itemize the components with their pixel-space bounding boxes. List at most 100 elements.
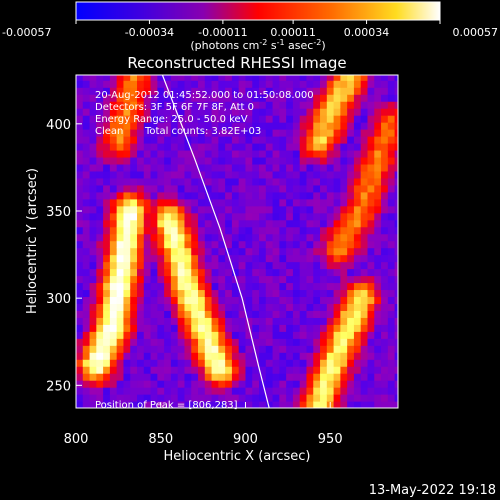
heatmap-cell: [374, 317, 382, 325]
heatmap-cell: [238, 247, 247, 256]
heatmap-cell: [353, 303, 362, 311]
heatmap-cell: [374, 303, 382, 311]
heatmap-cell: [252, 296, 260, 304]
heatmap-cell: [286, 177, 294, 186]
heatmap-cell: [191, 387, 199, 395]
heatmap-cell: [306, 275, 314, 284]
heatmap-cell: [191, 163, 199, 172]
heatmap-cell: [198, 226, 206, 235]
heatmap-cell: [245, 387, 253, 395]
heatmap-cell: [265, 226, 274, 235]
heatmap-cell: [381, 101, 389, 109]
heatmap-cell: [320, 191, 328, 200]
heatmap-cell: [394, 254, 398, 263]
heatmap-cell: [177, 108, 186, 116]
heatmap-cell: [96, 136, 104, 144]
heatmap-cell: [164, 80, 172, 88]
heatmap-cell: [109, 219, 118, 228]
heatmap-cell: [360, 352, 369, 360]
heatmap-cell: [184, 268, 192, 277]
heatmap-cell: [137, 156, 145, 165]
heatmap-cell: [299, 233, 308, 242]
heatmap-cell: [367, 212, 375, 221]
heatmap-cell: [157, 366, 165, 374]
heatmap-cell: [374, 87, 382, 95]
heatmap-cell: [353, 191, 362, 200]
heatmap-cell: [252, 338, 260, 346]
heatmap-cell: [130, 352, 138, 360]
heatmap-cell: [89, 233, 97, 242]
heatmap-cell: [360, 296, 369, 304]
heatmap-cell: [96, 261, 104, 270]
heatmap-cell: [137, 108, 145, 116]
heatmap-cell: [103, 317, 111, 325]
heatmap-cell: [286, 324, 294, 332]
heatmap-cell: [82, 212, 91, 221]
heatmap-cell: [109, 275, 118, 284]
heatmap-cell: [231, 317, 240, 325]
heatmap-cell: [150, 142, 158, 151]
heatmap-cell: [137, 149, 145, 158]
heatmap-cell: [306, 233, 314, 242]
heatmap-cell: [116, 324, 125, 332]
heatmap-cell: [137, 233, 145, 242]
heatmap-cell: [137, 75, 145, 81]
heatmap-cell: [191, 75, 199, 81]
heatmap-cell: [157, 233, 165, 242]
heatmap-cell: [150, 401, 158, 408]
heatmap-cell: [326, 338, 335, 346]
heatmap-cell: [272, 345, 280, 353]
heatmap-cell: [299, 198, 308, 207]
heatmap-cell: [116, 191, 125, 200]
heatmap-cell: [340, 268, 348, 277]
heatmap-cell: [259, 136, 267, 144]
heatmap-cell: [231, 247, 240, 256]
heatmap-cell: [245, 261, 253, 270]
heatmap-cell: [116, 177, 125, 186]
heatmap-cell: [130, 129, 138, 137]
heatmap-cell: [272, 101, 280, 109]
heatmap-cell: [170, 94, 179, 102]
heatmap-cell: [89, 240, 97, 249]
heatmap-cell: [394, 289, 398, 298]
heatmap-cell: [245, 205, 253, 214]
heatmap-cell: [218, 338, 226, 346]
heatmap-cell: [381, 191, 389, 200]
x-axis: 800 850 900 950: [64, 402, 343, 447]
heatmap-cell: [109, 205, 118, 214]
heatmap-cell: [82, 75, 91, 81]
heatmap-cells: [76, 75, 398, 408]
heatmap-cell: [143, 268, 152, 277]
heatmap-cell: [218, 394, 226, 402]
heatmap-cell: [259, 338, 267, 346]
heatmap-cell: [143, 205, 152, 214]
heatmap-cell: [326, 275, 335, 284]
heatmap-cell: [360, 156, 369, 165]
heatmap-cell: [143, 115, 152, 123]
heatmap-cell: [211, 366, 219, 374]
heatmap-cell: [353, 115, 362, 123]
heatmap-cell: [381, 122, 389, 130]
heatmap-cell: [191, 296, 199, 304]
heatmap-cell: [313, 156, 321, 165]
heatmap-cell: [292, 331, 301, 339]
heatmap-cell: [89, 184, 97, 193]
heatmap-cell: [333, 115, 341, 123]
heatmap-cell: [374, 338, 382, 346]
heatmap-cell: [252, 163, 260, 172]
heatmap-cell: [177, 352, 186, 360]
heatmap-cell: [150, 122, 158, 130]
heatmap-cell: [252, 394, 260, 402]
heatmap-cell: [313, 254, 321, 263]
heatmap-cell: [360, 345, 369, 353]
heatmap-cell: [157, 310, 165, 318]
heatmap-cell: [116, 94, 125, 102]
heatmap-cell: [394, 261, 398, 270]
heatmap-cell: [157, 198, 165, 207]
heatmap-cell: [157, 345, 165, 353]
heatmap-cell: [184, 87, 192, 95]
heatmap-cell: [279, 163, 287, 172]
heatmap-cell: [231, 163, 240, 172]
heatmap-cell: [394, 247, 398, 256]
heatmap-cell: [177, 101, 186, 109]
